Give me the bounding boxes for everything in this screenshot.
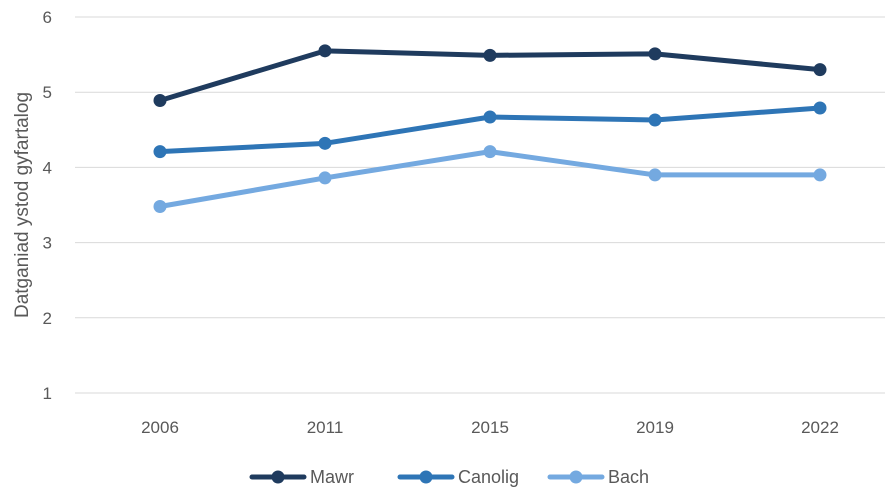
x-tick-label: 2015 — [471, 418, 509, 437]
legend-swatch-marker — [419, 470, 433, 484]
data-point — [153, 200, 167, 214]
y-axis-ticks: 1 2 3 4 5 6 — [43, 8, 52, 403]
series-bach — [153, 145, 827, 214]
series-canolig — [153, 101, 827, 159]
data-point — [483, 110, 497, 124]
y-axis-title: Datganiad ystod gyfartalog — [12, 92, 33, 318]
data-point — [318, 171, 332, 185]
legend-swatch-marker — [271, 470, 285, 484]
x-axis-ticks: 2006 2011 2015 2019 2022 — [141, 418, 839, 437]
data-point — [153, 145, 167, 159]
series-line — [157, 149, 823, 210]
data-point — [483, 145, 497, 159]
y-tick-label: 2 — [43, 309, 52, 328]
data-point — [648, 113, 662, 127]
x-tick-label: 2022 — [801, 418, 839, 437]
y-tick-label: 4 — [43, 158, 52, 177]
data-point — [813, 168, 827, 182]
data-point — [813, 101, 827, 115]
legend: Mawr Canolig Bach — [249, 467, 649, 487]
legend-label: Bach — [608, 467, 649, 487]
y-tick-label: 5 — [43, 83, 52, 102]
legend-item-mawr: Mawr — [249, 467, 354, 487]
y-tick-label: 1 — [43, 384, 52, 403]
data-point — [318, 136, 332, 150]
series-layer — [153, 44, 827, 214]
legend-label: Mawr — [310, 467, 354, 487]
legend-label: Canolig — [458, 467, 519, 487]
legend-swatch-marker — [569, 470, 583, 484]
data-point — [648, 47, 662, 61]
x-tick-label: 2006 — [141, 418, 179, 437]
y-tick-label: 6 — [43, 8, 52, 27]
data-point — [318, 44, 332, 58]
data-point — [153, 93, 167, 107]
data-point — [483, 48, 497, 62]
data-point — [813, 63, 827, 77]
data-point — [648, 168, 662, 182]
legend-item-bach: Bach — [547, 467, 649, 487]
x-tick-label: 2019 — [636, 418, 674, 437]
legend-item-canolig: Canolig — [397, 467, 519, 487]
series-mawr — [153, 44, 827, 107]
x-tick-label: 2011 — [307, 418, 344, 437]
gridlines — [75, 16, 885, 394]
y-tick-label: 3 — [43, 234, 52, 253]
